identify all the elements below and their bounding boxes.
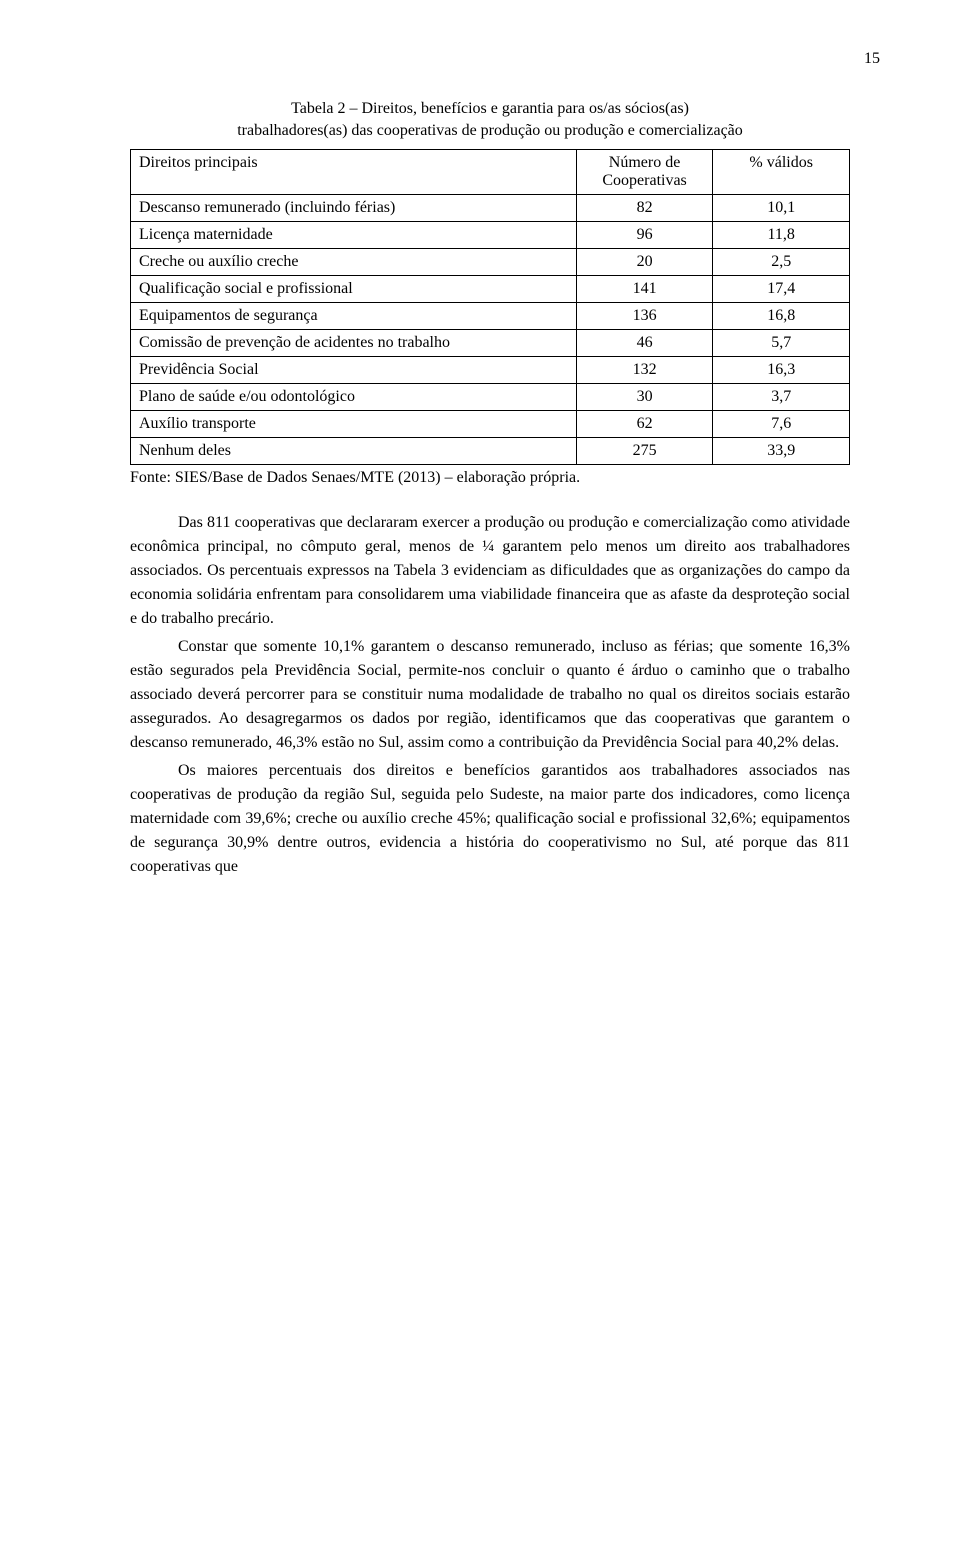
row-label: Previdência Social (131, 356, 577, 383)
row-pct: 16,3 (713, 356, 850, 383)
row-num: 132 (576, 356, 713, 383)
paragraph-2: Constar que somente 10,1% garantem o des… (130, 635, 850, 755)
table-row: Auxílio transporte627,6 (131, 410, 850, 437)
row-pct: 33,9 (713, 437, 850, 464)
row-num: 141 (576, 275, 713, 302)
table-row: Comissão de prevenção de acidentes no tr… (131, 329, 850, 356)
row-num: 136 (576, 302, 713, 329)
table-row: Licença maternidade9611,8 (131, 221, 850, 248)
row-pct: 3,7 (713, 383, 850, 410)
row-num: 46 (576, 329, 713, 356)
table-source: Fonte: SIES/Base de Dados Senaes/MTE (20… (130, 469, 850, 487)
row-num: 30 (576, 383, 713, 410)
row-label: Auxílio transporte (131, 410, 577, 437)
row-num: 20 (576, 248, 713, 275)
row-label: Nenhum deles (131, 437, 577, 464)
header-num-line2: Cooperativas (602, 172, 686, 189)
row-label: Qualificação social e profissional (131, 275, 577, 302)
row-label: Comissão de prevenção de acidentes no tr… (131, 329, 577, 356)
row-num: 96 (576, 221, 713, 248)
row-label: Plano de saúde e/ou odontológico (131, 383, 577, 410)
table-rights: Direitos principais Número de Cooperativ… (130, 149, 850, 465)
row-num: 275 (576, 437, 713, 464)
header-num: Número de Cooperativas (576, 149, 713, 194)
table-row: Equipamentos de segurança13616,8 (131, 302, 850, 329)
row-num: 82 (576, 194, 713, 221)
row-label: Creche ou auxílio creche (131, 248, 577, 275)
table-row: Plano de saúde e/ou odontológico303,7 (131, 383, 850, 410)
row-pct: 2,5 (713, 248, 850, 275)
header-label: Direitos principais (131, 149, 577, 194)
row-pct: 11,8 (713, 221, 850, 248)
table-row: Descanso remunerado (incluindo férias)82… (131, 194, 850, 221)
row-pct: 17,4 (713, 275, 850, 302)
page-number: 15 (130, 50, 880, 68)
row-pct: 16,8 (713, 302, 850, 329)
table-row: Creche ou auxílio creche202,5 (131, 248, 850, 275)
row-label: Descanso remunerado (incluindo férias) (131, 194, 577, 221)
row-pct: 10,1 (713, 194, 850, 221)
paragraph-3: Os maiores percentuais dos direitos e be… (130, 759, 850, 879)
table-title-line2: trabalhadores(as) das cooperativas de pr… (237, 122, 743, 139)
table-row: Previdência Social13216,3 (131, 356, 850, 383)
header-pct: % válidos (713, 149, 850, 194)
row-label: Licença maternidade (131, 221, 577, 248)
table-title-line1: Tabela 2 – Direitos, benefícios e garant… (291, 100, 689, 117)
row-pct: 7,6 (713, 410, 850, 437)
header-num-line1: Número de (609, 154, 681, 171)
table-title: Tabela 2 – Direitos, benefícios e garant… (130, 98, 850, 143)
row-label: Equipamentos de segurança (131, 302, 577, 329)
row-num: 62 (576, 410, 713, 437)
table-row: Nenhum deles27533,9 (131, 437, 850, 464)
table-row: Qualificação social e profissional14117,… (131, 275, 850, 302)
table-header-row: Direitos principais Número de Cooperativ… (131, 149, 850, 194)
paragraph-1: Das 811 cooperativas que declararam exer… (130, 511, 850, 631)
row-pct: 5,7 (713, 329, 850, 356)
